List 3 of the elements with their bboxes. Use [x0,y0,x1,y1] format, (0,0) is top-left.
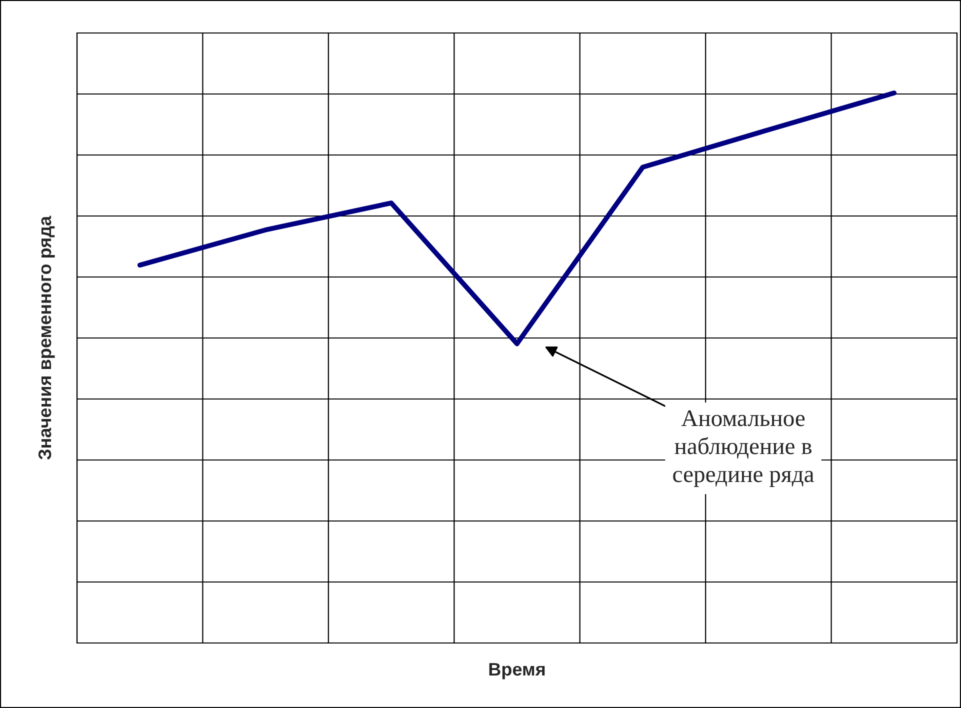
annotation: Аномальное наблюдение в середине ряда [673,410,814,487]
x-axis-title: Время [489,663,545,680]
y-axis-title: Значения временного ряда [38,216,55,460]
